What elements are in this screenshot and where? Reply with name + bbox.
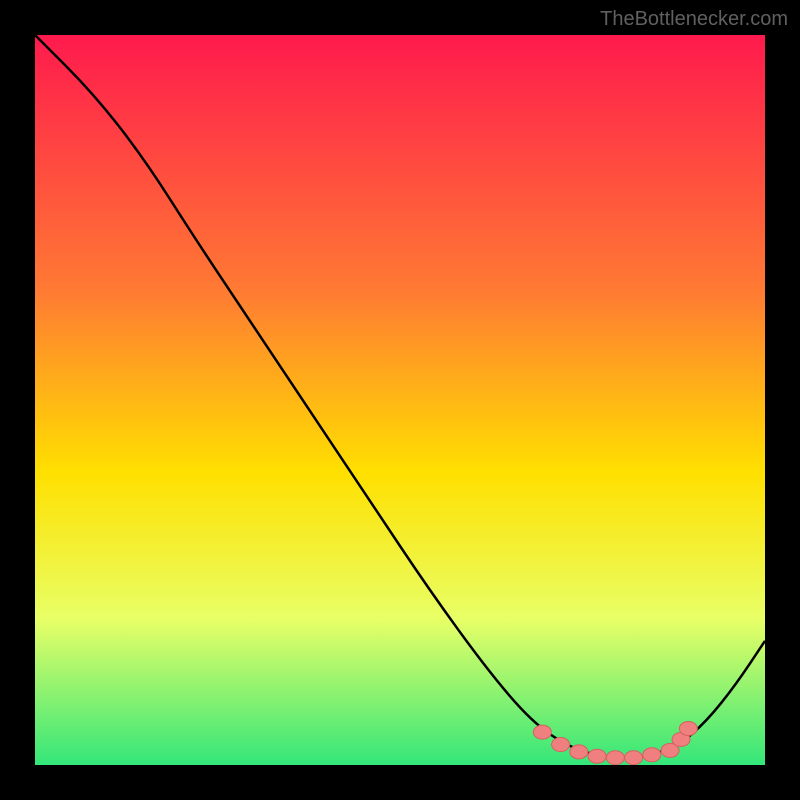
watermark-text: TheBottlenecker.com xyxy=(600,8,788,31)
marker-group xyxy=(533,722,697,765)
chart-svg xyxy=(35,35,765,765)
curve-marker xyxy=(570,745,588,759)
curve-marker xyxy=(625,751,643,765)
curve-marker xyxy=(606,751,624,765)
curve-marker xyxy=(588,749,606,763)
curve-marker xyxy=(643,748,661,762)
curve-marker xyxy=(679,722,697,736)
curve-marker xyxy=(533,725,551,739)
curve-marker xyxy=(552,738,570,752)
bottleneck-curve xyxy=(35,35,765,758)
plot-area xyxy=(35,35,765,765)
